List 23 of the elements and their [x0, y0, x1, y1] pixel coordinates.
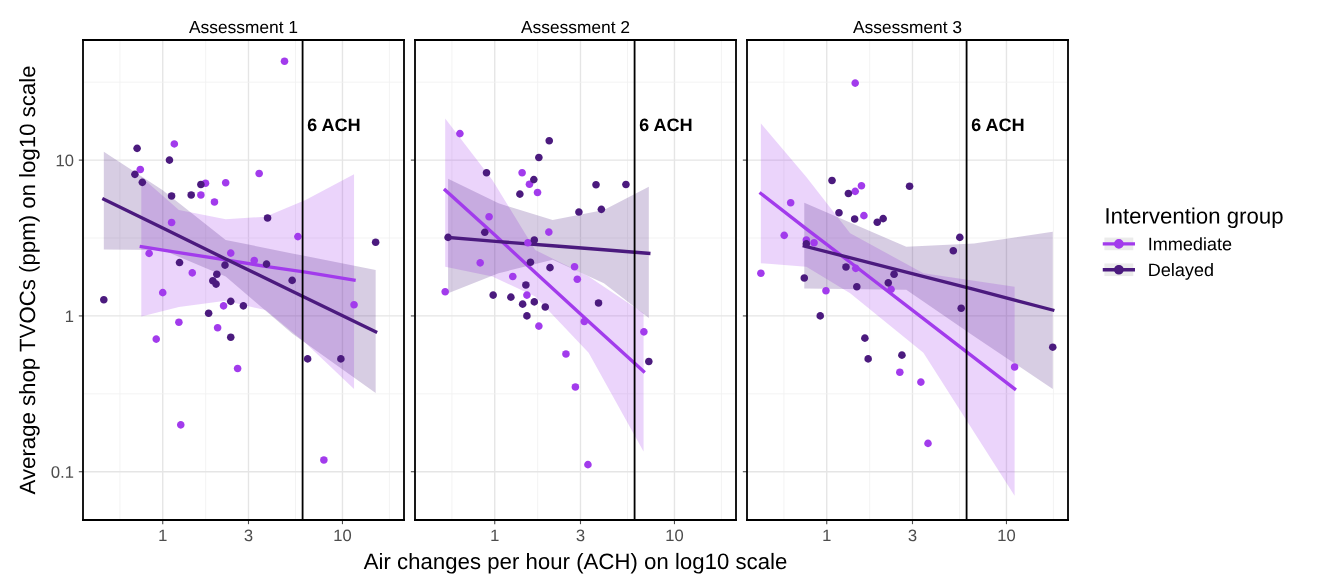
y-axis-title: Average shop TVOCs (ppm) on log10 scale: [18, 66, 40, 495]
legend-label: Delayed: [1149, 262, 1213, 280]
y-tick-label: 10: [56, 154, 74, 167]
ref-line-label: 6 ACH: [307, 118, 360, 132]
ref-line-label: 6 ACH: [639, 118, 692, 132]
x-tick-label: 1: [491, 529, 499, 542]
chart-title: Assessment 1: [189, 21, 298, 34]
x-tick-label: 3: [244, 529, 253, 542]
legend-title: Intervention group: [1106, 207, 1283, 229]
legend-label: Immediate: [1149, 237, 1232, 251]
x-tick-label: 10: [666, 529, 684, 542]
x-tick-label: 3: [908, 529, 917, 542]
x-tick-label: 10: [334, 529, 352, 542]
chart-title: Assessment 3: [853, 20, 962, 34]
x-tick-label: 1: [159, 529, 167, 542]
x-tick-label: 10: [998, 529, 1016, 542]
y-tick-label: 0.1: [51, 466, 74, 478]
y-tick-label: 1: [65, 310, 74, 322]
chart-title: Assessment 2: [521, 20, 630, 34]
x-axis-title: Air changes per hour (ACH) on log10 scale: [363, 552, 787, 574]
x-tick-label: 1: [823, 529, 831, 542]
x-tick-label: 3: [576, 529, 585, 542]
ref-line-label: 6 ACH: [971, 118, 1024, 132]
